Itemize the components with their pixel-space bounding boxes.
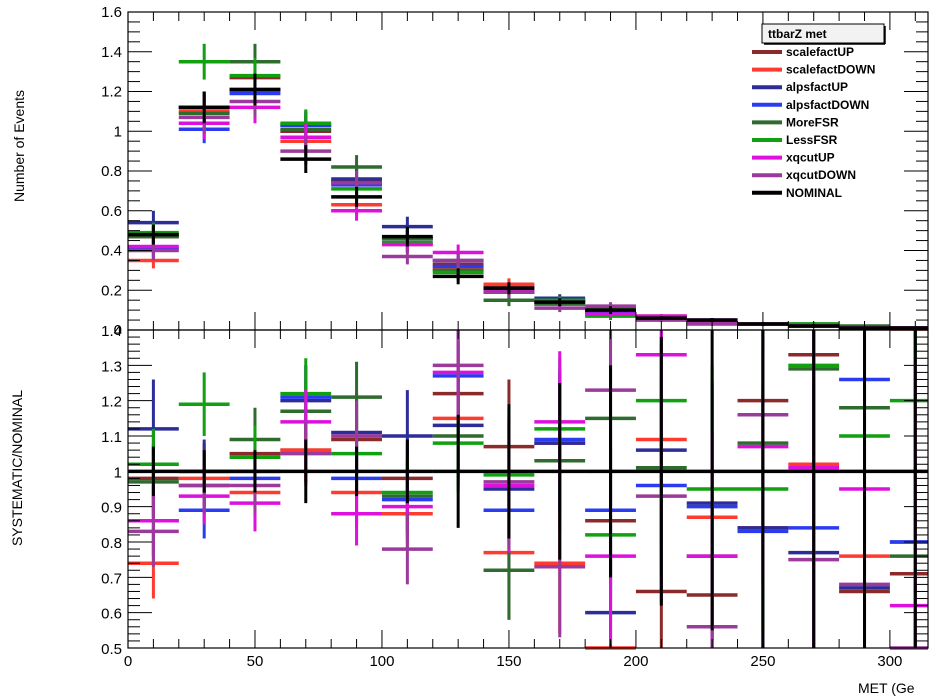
- bottom-y-tick-label: 1.3: [101, 358, 122, 375]
- top-y-tick-label: 0.8: [101, 163, 122, 180]
- legend-entry-alpsfactDOWN: alpsfactDOWN: [752, 98, 869, 112]
- legend: ttbarZ met scalefactUP scalefactDOWN alpsfa…: [752, 23, 886, 200]
- legend-label: MoreFSR: [786, 115, 839, 129]
- legend-entry-NOMINAL: NOMINAL: [752, 186, 842, 200]
- top-y-tick-label: 0.4: [101, 243, 122, 260]
- legend-title-box: [761, 23, 885, 44]
- bottom-y-tick-label: 1.1: [101, 429, 122, 446]
- bottom-plot-frame: [127, 329, 929, 649]
- top-marks: [128, 43, 928, 331]
- bottom-y-tick-label: 0.6: [101, 606, 122, 623]
- top-y-tick-label: 1: [114, 123, 122, 140]
- legend-label: LessFSR: [786, 133, 838, 147]
- bottom-panel: 0.50.60.70.80.911.11.21.31.40 50 100 150 200…: [9, 323, 929, 696]
- legend-entry-alpsfactUP: alpsfactUP: [752, 80, 848, 94]
- bottom-marks: [128, 330, 928, 650]
- bottom-y-axis-label: SYSTEMATIC/NOMINAL: [9, 390, 25, 546]
- top-y-tick-label: 1.4: [101, 44, 122, 61]
- legend-entry-xqcutUP: xqcutUP: [752, 151, 835, 165]
- legend-label: alpsfactUP: [786, 80, 848, 94]
- top-y-tick-label: 0: [114, 322, 122, 339]
- top-y-tick-label: 0.6: [101, 203, 122, 220]
- x-tick-label: 250: [750, 653, 775, 670]
- x-tick-label: 50: [247, 653, 264, 670]
- legend-label: scalefactUP: [786, 45, 854, 59]
- bottom-y-tick-label: 1.2: [101, 394, 122, 411]
- top-y-tick-label: 1.6: [101, 4, 122, 21]
- legend-label: alpsfactDOWN: [786, 98, 869, 112]
- bottom-series-alpsfactUP: [128, 330, 928, 648]
- x-tick-label: 150: [496, 653, 521, 670]
- bottom-axes: 0.50.60.70.80.911.11.21.31.40 50 100 150 200…: [101, 323, 929, 670]
- legend-label: scalefactDOWN: [786, 63, 875, 77]
- bottom-y-tick-label: 0.9: [101, 500, 122, 517]
- legend-entry-scalefactUP: scalefactUP: [752, 45, 854, 59]
- top-panel: 0 0.2 0.4 0.6 0.8 1 1.2 1.4 1.6 Number of Events…: [11, 4, 929, 339]
- top-y-axis-label: Number of Events: [11, 90, 27, 202]
- x-tick-label: 100: [369, 653, 394, 670]
- legend-label: NOMINAL: [786, 186, 842, 200]
- legend-entry-MoreFSR: MoreFSR: [752, 115, 839, 129]
- top-y-tick-label: 0.2: [101, 282, 122, 299]
- x-tick-label: 200: [623, 653, 648, 670]
- legend-entry-LessFSR: LessFSR: [752, 133, 838, 147]
- top-axes: 0 0.2 0.4 0.6 0.8 1 1.2 1.4 1.6: [101, 4, 929, 339]
- bottom-y-tick-label: 0.7: [101, 570, 122, 587]
- legend-label: xqcutDOWN: [786, 168, 856, 182]
- top-y-tick-label: 1.2: [101, 84, 122, 101]
- x-tick-label: 300: [877, 653, 902, 670]
- x-axis-label: MET (Ge: [858, 680, 915, 696]
- legend-entry-xqcutDOWN: xqcutDOWN: [752, 168, 856, 182]
- bottom-y-tick-label: 0.5: [101, 641, 122, 658]
- x-tick-label: 0: [124, 653, 132, 670]
- bottom-y-tick-label: 1: [114, 464, 122, 481]
- legend-title: ttbarZ met: [768, 27, 827, 41]
- legend-entry-scalefactDOWN: scalefactDOWN: [752, 63, 875, 77]
- bottom-y-tick-label: 0.8: [101, 535, 122, 552]
- bottom-y-tick-label: 1.4: [101, 323, 122, 340]
- legend-label: xqcutUP: [786, 151, 835, 165]
